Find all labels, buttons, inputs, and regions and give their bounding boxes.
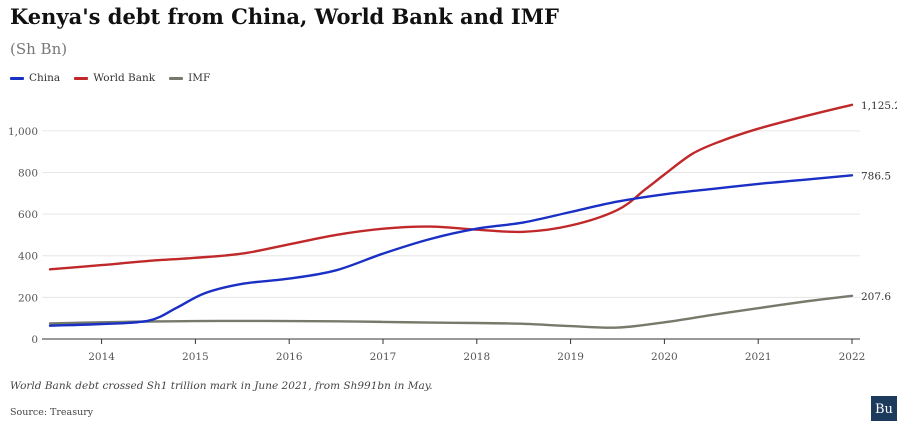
legend-label-world-bank: World Bank — [93, 72, 156, 84]
brand-logo: Bu — [871, 396, 897, 421]
x-tick-label-2017: 2017 — [370, 351, 397, 363]
chart-source: Source: Treasury — [10, 407, 94, 418]
x-tick-label-2021: 2021 — [745, 351, 772, 363]
end-label-world-bank: 1,125.2 — [861, 100, 897, 112]
x-tick-label-2014: 2014 — [88, 351, 115, 363]
y-tick-label-600: 600 — [18, 209, 38, 221]
series-line-world-bank — [48, 103, 854, 271]
x-tick-label-2016: 2016 — [276, 351, 303, 363]
x-tick-label-2018: 2018 — [463, 351, 490, 363]
end-label-imf: 207.6 — [861, 291, 891, 303]
x-tick-label-2015: 2015 — [182, 351, 209, 363]
chart-legend: China World Bank IMF — [10, 72, 210, 84]
y-tick-label-400: 400 — [18, 251, 38, 263]
series-line-china — [48, 174, 854, 327]
chart-subtitle: (Sh Bn) — [10, 40, 68, 58]
legend-swatch-world-bank — [74, 76, 89, 80]
x-tick-label-2020: 2020 — [651, 351, 678, 363]
y-tick-label-1000: 1,000 — [8, 126, 38, 138]
y-tick-label-800: 800 — [18, 167, 38, 179]
series-line-imf — [48, 294, 854, 329]
legend-label-imf: IMF — [188, 72, 211, 84]
end-label-china: 786.5 — [861, 170, 891, 182]
chart-title: Kenya's debt from China, World Bank and … — [10, 4, 559, 29]
legend-item-world-bank: World Bank — [74, 72, 155, 84]
legend-item-china: China — [10, 72, 60, 84]
legend-swatch-imf — [169, 76, 184, 80]
legend-label-china: China — [29, 72, 61, 84]
legend-item-imf: IMF — [169, 72, 210, 84]
legend-swatch-china — [10, 76, 24, 80]
x-tick-label-2019: 2019 — [557, 351, 584, 363]
x-tick-label-2022: 2022 — [839, 351, 866, 363]
y-tick-label-200: 200 — [18, 292, 38, 304]
chart-note: World Bank debt crossed Sh1 trillion mar… — [10, 380, 433, 392]
y-tick-label-0: 0 — [31, 334, 38, 346]
